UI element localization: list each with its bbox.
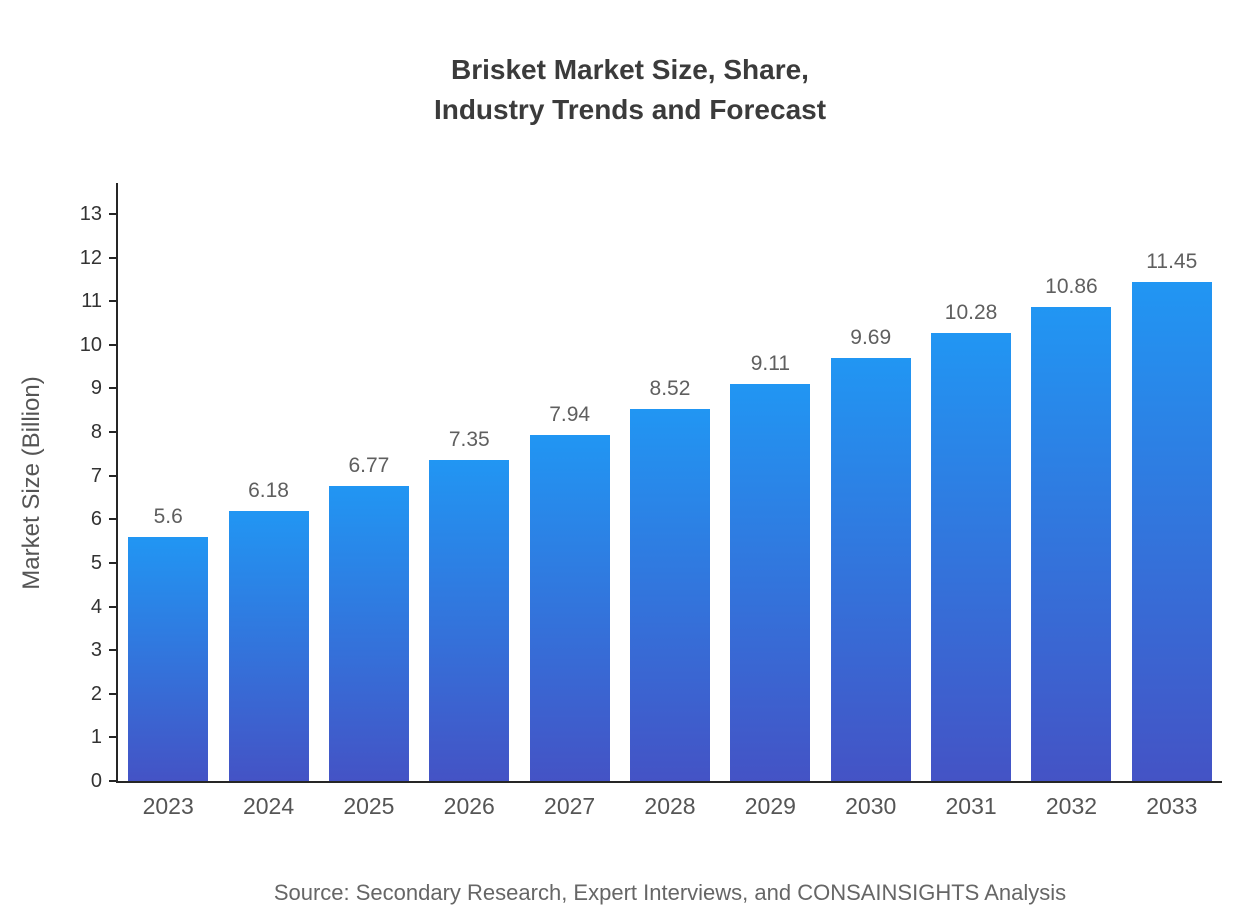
y-tick-label: 6	[90, 508, 102, 531]
y-tick-label: 3	[90, 639, 102, 662]
x-tick-label: 2033	[1146, 793, 1198, 819]
bar-band: 9.11 2029	[720, 183, 820, 819]
bar	[629, 409, 710, 781]
x-tick-label: 2031	[945, 793, 997, 819]
bar-value-label: 9.69	[850, 326, 892, 350]
bar-value-label: 5.6	[153, 504, 183, 528]
y-tick-label: 8	[90, 421, 102, 444]
bar-value-label: 8.52	[649, 377, 691, 401]
x-tick-label: 2025	[343, 793, 395, 819]
y-tick-label: 10	[79, 333, 102, 356]
y-tick-mark	[109, 431, 116, 434]
y-axis-title: Market Size (Billion)	[18, 376, 45, 590]
y-tick-mark	[109, 780, 116, 782]
y-tick-mark	[109, 692, 116, 695]
y-tick-mark	[109, 474, 116, 477]
y-tick-mark	[109, 605, 116, 608]
chart-title-line2: Industry Trends and Forecast	[433, 94, 827, 125]
y-tick-label: 11	[81, 290, 102, 313]
bar	[1131, 281, 1212, 781]
bar-band: 6.77 2025	[319, 183, 419, 819]
y-tick-label: 4	[90, 595, 102, 618]
x-tick-label: 2026	[443, 793, 495, 819]
bar	[228, 511, 309, 781]
bar	[128, 536, 209, 781]
y-tick-label: 1	[90, 726, 102, 749]
y-tick-label: 2	[90, 682, 102, 705]
bar	[1031, 307, 1112, 781]
bar-band: 5.6 2023	[118, 183, 218, 819]
bar	[529, 434, 610, 781]
bar-band: 10.28 2031	[921, 183, 1021, 819]
y-tick-mark	[109, 561, 116, 564]
chart-title-line1: Brisket Market Size, Share,	[451, 54, 809, 85]
bar-band: 6.18 2024	[218, 183, 318, 819]
x-tick-label: 2030	[845, 793, 897, 819]
bar-value-label: 7.94	[549, 402, 591, 426]
y-tick-label: 12	[79, 246, 102, 269]
x-tick-label: 2029	[744, 793, 796, 819]
y-tick-label: 0	[90, 770, 102, 792]
bar-value-label: 7.35	[448, 428, 490, 452]
bar	[429, 460, 510, 781]
bar	[830, 358, 911, 781]
x-axis-line	[116, 781, 1222, 783]
bar	[730, 383, 811, 781]
source-note: Source: Secondary Research, Expert Inter…	[273, 880, 1067, 905]
bar-value-label: 9.11	[750, 351, 791, 375]
bar	[931, 332, 1012, 781]
x-tick-label: 2028	[644, 793, 696, 819]
bar-band: 7.94 2027	[519, 183, 619, 819]
y-tick-mark	[109, 343, 116, 346]
y-tick-mark	[109, 387, 116, 390]
x-tick-label: 2027	[544, 793, 596, 819]
plot-area: 0 1 2 3 4 5 6 7 8 9 10 11 12 13 5.6 2023 6.18 2024 6.77 20…	[80, 183, 1222, 819]
y-tick-label: 7	[90, 464, 102, 487]
x-tick-label: 2024	[242, 793, 295, 819]
y-tick-label: 13	[79, 202, 102, 225]
bar-band: 10.86 2032	[1021, 183, 1121, 819]
x-tick-label: 2023	[142, 793, 194, 819]
y-tick-mark	[109, 212, 116, 215]
bar-value-label: 6.18	[248, 479, 289, 503]
bar	[328, 485, 409, 781]
bar-value-label: 10.86	[1045, 275, 1098, 299]
y-tick-mark	[109, 256, 116, 259]
y-axis-line	[116, 183, 118, 781]
chart-title: Brisket Market Size, Share, Industry Tre…	[0, 50, 1260, 130]
bar-value-label: 10.28	[944, 300, 998, 324]
y-tick-mark	[109, 518, 116, 521]
x-tick-label: 2032	[1045, 793, 1098, 819]
y-tick-label: 5	[90, 551, 102, 574]
y-tick-mark	[109, 736, 116, 739]
bar-band: 7.35 2026	[419, 183, 519, 819]
y-tick-label: 9	[90, 377, 102, 400]
bar-value-label: 11.45	[1146, 249, 1198, 273]
bar-band: 9.69 2030	[821, 183, 921, 819]
bar-band: 11.45 2033	[1122, 183, 1222, 819]
y-tick-mark	[109, 649, 116, 652]
y-tick-mark	[109, 300, 116, 303]
bar-band: 8.52 2028	[620, 183, 720, 819]
bar-value-label: 6.77	[348, 453, 390, 477]
